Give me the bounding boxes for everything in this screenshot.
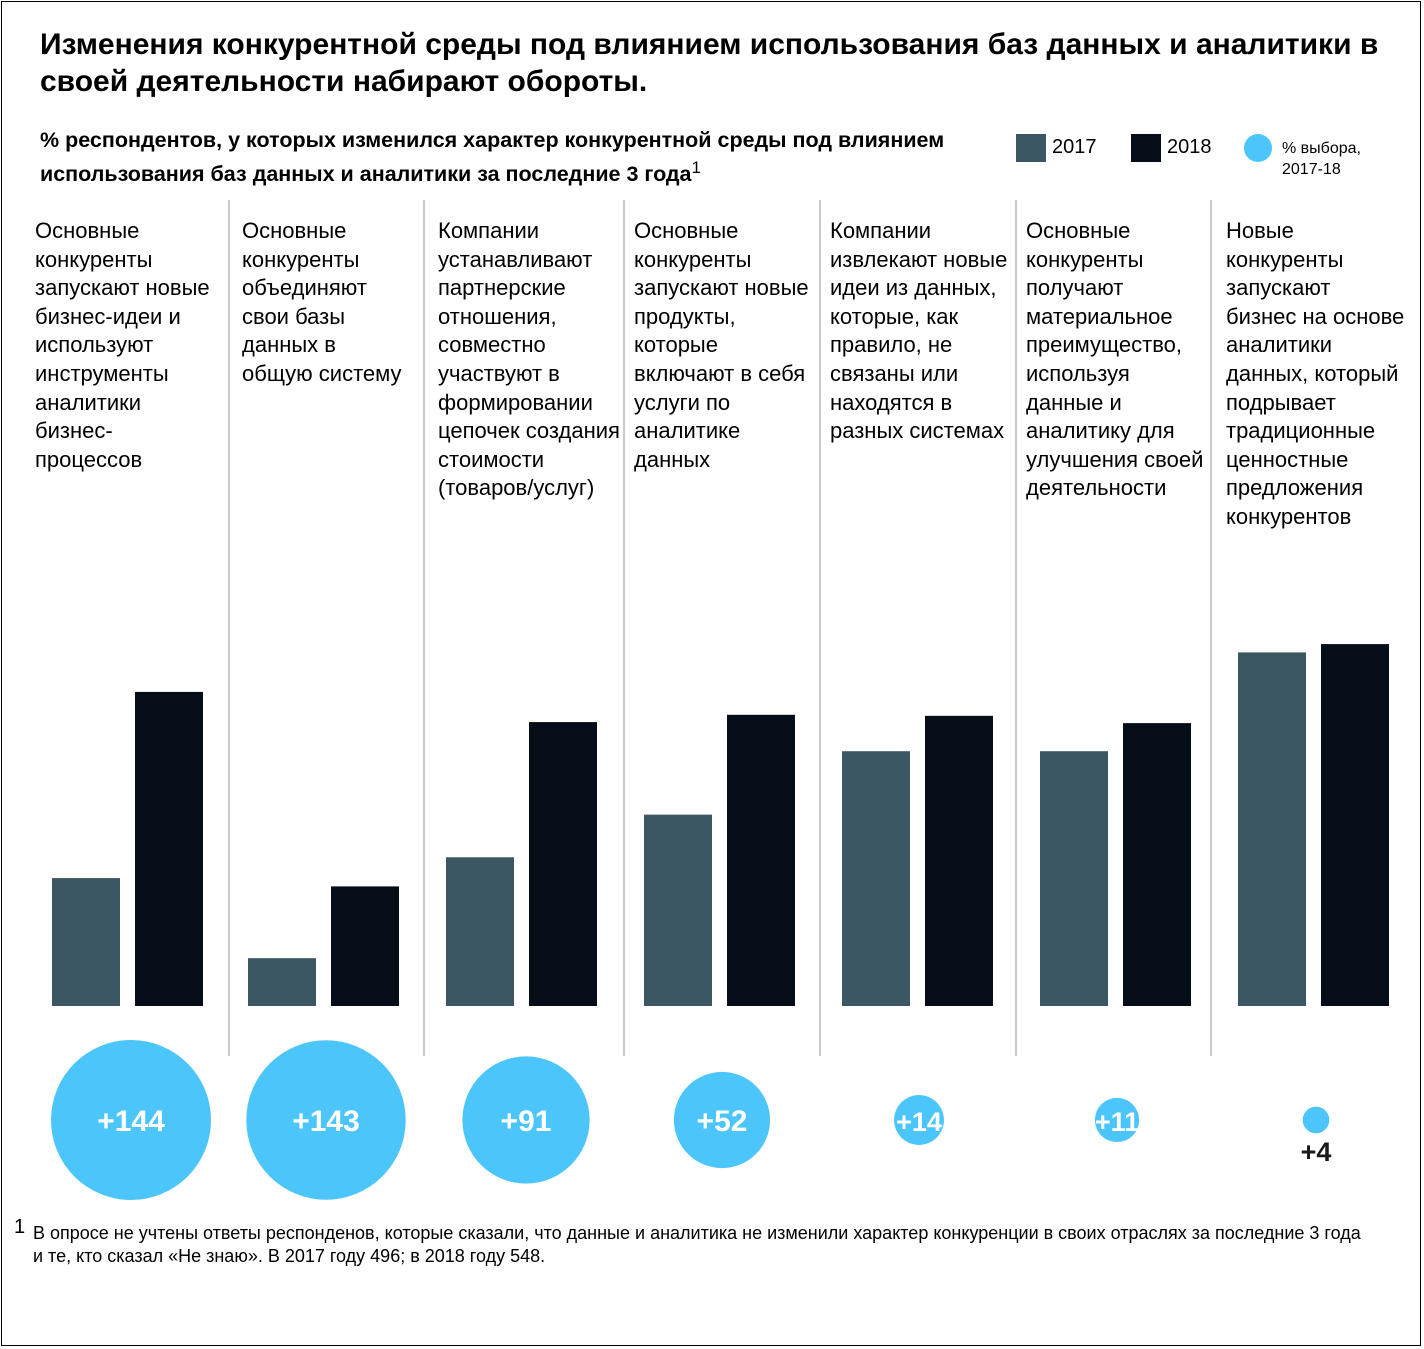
- category-label-4: Основные конкуренты запускают новые прод…: [634, 218, 809, 472]
- category-label-3: Компании устанавливают партнерские отнош…: [438, 218, 620, 501]
- bar-2018-4: [727, 714, 795, 1006]
- bar-2018-1: [135, 691, 203, 1006]
- subtitle-footnote-mark: 1: [691, 158, 701, 177]
- bubble-5: [894, 1095, 944, 1145]
- legend-swatch-2017: [1016, 134, 1046, 162]
- bubble-3: [462, 1056, 590, 1184]
- legend-label-2018: 2018: [1167, 136, 1212, 158]
- bubble-label-3: +91: [501, 1105, 552, 1138]
- bubble-label-1: +144: [97, 1105, 165, 1138]
- bar-2018-2: [331, 886, 399, 1006]
- chart-title: Изменения конкурентной среды под влияние…: [40, 28, 1379, 98]
- bar-2018-7: [1321, 644, 1389, 1006]
- subtitle-text: % респондентов, у которых изменился хара…: [40, 128, 945, 187]
- legend-label-bubble: % выбора, 2017-18: [1282, 140, 1361, 178]
- bubble-label-6: +11: [1095, 1107, 1139, 1137]
- bar-2017-1: [52, 878, 120, 1006]
- bar-2018-5: [925, 715, 993, 1006]
- footnote-mark: 1: [14, 1216, 26, 1238]
- bar-2018-6: [1123, 723, 1191, 1006]
- category-label-7: Новые конкуренты запускают бизнес на осн…: [1226, 218, 1405, 529]
- bar-2017-2: [248, 958, 316, 1006]
- bubble-1: [51, 1040, 211, 1200]
- chart-subtitle: % респондентов, у которых изменился хара…: [40, 126, 1000, 188]
- bar-2017-7: [1238, 652, 1306, 1006]
- bubble-label-7: +4: [1301, 1137, 1332, 1167]
- bar-2017-4: [644, 814, 712, 1006]
- legend-swatch-2018: [1131, 134, 1161, 162]
- category-label-2: Основные конкуренты объединяют свои базы…: [242, 218, 402, 386]
- category-label-6: Основные конкуренты получают материально…: [1026, 218, 1204, 501]
- bubble-label-2: +143: [292, 1105, 360, 1138]
- bubble-2: [246, 1040, 406, 1200]
- legend-label-2017: 2017: [1052, 136, 1097, 158]
- bubble-label-4: +52: [697, 1105, 748, 1138]
- bubble-label-5: +14: [896, 1107, 942, 1137]
- bubble-7: [1302, 1106, 1330, 1134]
- bar-2017-3: [446, 857, 514, 1006]
- bar-2018-3: [529, 722, 597, 1006]
- bar-2017-5: [842, 751, 910, 1006]
- bubble-4: [673, 1071, 771, 1169]
- category-label-5: Компании извлекают новые идеи из данных,…: [830, 218, 1008, 444]
- bubble-6: [1094, 1097, 1140, 1143]
- category-label-1: Основные конкуренты запускают новые бизн…: [35, 218, 210, 472]
- footnote-text: В опросе не учтены ответы респонденов, к…: [33, 1223, 1361, 1266]
- footnote: 1 В опросе не учтены ответы респонденов,…: [14, 1216, 1374, 1268]
- legend-dot-bubble: [1244, 134, 1272, 162]
- bar-2017-6: [1040, 751, 1108, 1006]
